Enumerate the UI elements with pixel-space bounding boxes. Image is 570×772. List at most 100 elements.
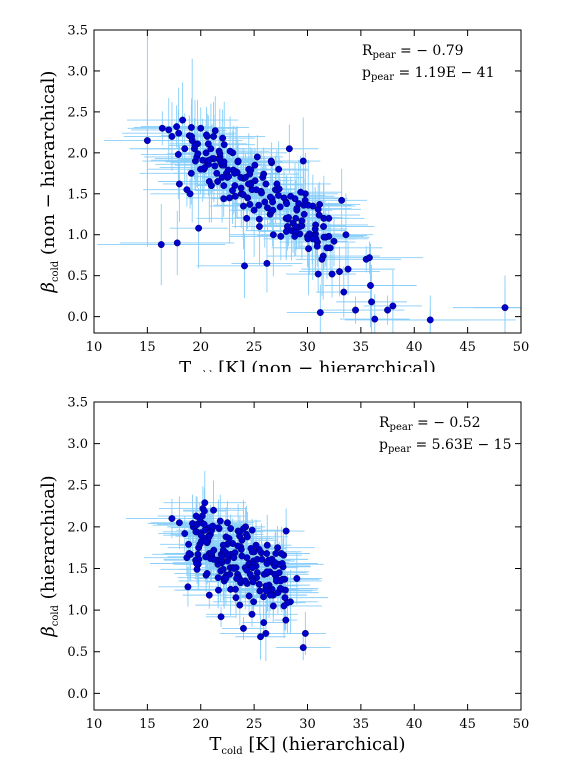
x-tick-label: 45: [459, 717, 476, 732]
data-point: [315, 211, 323, 219]
data-point: [248, 526, 256, 534]
data-point: [231, 585, 239, 593]
data-point: [318, 255, 326, 263]
y-tick-label: 1.0: [67, 228, 88, 243]
data-point: [232, 594, 240, 602]
data-point: [185, 540, 193, 548]
data-point: [197, 531, 205, 539]
data-point: [208, 550, 216, 557]
data-point: [192, 512, 200, 520]
data-point: [293, 575, 301, 582]
data-point: [220, 182, 228, 190]
data-point: [371, 315, 379, 323]
data-point: [262, 180, 270, 188]
data-point: [234, 542, 242, 550]
data-point: [229, 187, 236, 194]
x-tick-label: 45: [459, 340, 476, 355]
data-point: [255, 580, 263, 588]
data-point: [214, 178, 222, 185]
data-point: [185, 550, 193, 557]
x-tick-label: 30: [299, 340, 316, 355]
clip-mask: [0, 372, 94, 740]
data-point: [263, 568, 271, 576]
data-point: [225, 535, 233, 542]
data-point: [263, 550, 271, 557]
data-point: [227, 525, 235, 532]
data-point: [237, 184, 245, 192]
data-point: [246, 200, 254, 208]
pearson-r-annotation: Rpear = − 0.52: [379, 415, 481, 433]
data-point: [165, 126, 173, 134]
y-tick-label: 3.5: [67, 396, 88, 411]
x-tick-label: 30: [299, 717, 316, 732]
data-point: [215, 155, 223, 163]
data-point: [275, 569, 283, 577]
data-point: [256, 587, 264, 595]
data-point: [202, 538, 210, 546]
data-point: [226, 147, 234, 155]
data-point: [250, 206, 258, 214]
x-tick-label: 40: [406, 340, 423, 355]
data-point: [219, 565, 227, 573]
data-point: [181, 145, 189, 153]
data-point: [301, 629, 309, 637]
y-tick-label: 0.5: [67, 645, 88, 660]
data-point: [276, 203, 284, 211]
data-point: [203, 570, 211, 577]
data-point: [187, 124, 195, 131]
data-point: [231, 192, 239, 200]
data-point: [278, 560, 286, 567]
data-point: [236, 601, 244, 609]
data-point: [389, 302, 397, 310]
data-point: [367, 282, 374, 289]
data-point: [263, 541, 271, 549]
data-point: [173, 123, 181, 131]
x-tick-label: 50: [513, 340, 530, 355]
clip-mask: [521, 372, 570, 740]
data-point: [266, 591, 274, 599]
x-tick-label: 40: [406, 717, 423, 732]
data-point: [314, 270, 322, 278]
data-point: [175, 519, 183, 527]
data-point: [285, 214, 292, 221]
data-point: [245, 180, 252, 188]
data-point: [248, 610, 256, 618]
y-tick-label: 3.0: [67, 437, 88, 452]
data-point: [220, 141, 228, 149]
data-point: [174, 151, 182, 158]
data-point: [338, 196, 346, 204]
data-point: [205, 156, 213, 164]
data-point: [197, 124, 205, 132]
data-point: [316, 200, 324, 208]
data-point: [336, 268, 343, 276]
data-point: [247, 545, 255, 552]
data-point: [252, 541, 260, 549]
data-point: [209, 522, 217, 530]
data-point: [204, 140, 212, 148]
data-point: [263, 259, 271, 267]
x-tick-label: 50: [513, 717, 530, 732]
data-point: [269, 602, 277, 610]
data-point: [320, 214, 328, 222]
data-point: [280, 602, 288, 610]
data-point: [313, 242, 321, 250]
data-point: [207, 182, 215, 190]
data-point: [211, 127, 219, 135]
data-point: [251, 177, 259, 185]
data-point: [256, 223, 263, 230]
top-scatter-plot: 10 15 20 25 30 35 40 45 50 0.0 0.5 1.0 1.5 2.0 2.5 3.0 3…: [0, 0, 570, 381]
clip-mask: [94, 710, 521, 740]
data-point: [201, 526, 209, 534]
data-point: [240, 624, 247, 632]
data-point: [297, 188, 305, 196]
x-tick-label: 15: [139, 340, 156, 355]
data-point: [275, 191, 282, 199]
data-points: [143, 116, 509, 324]
pearson-p-annotation: ppear = 1.19E − 41: [362, 65, 495, 83]
x-ticks: 10 15 20 25 30 35 40 45 50: [86, 402, 530, 732]
data-point: [287, 192, 295, 200]
data-point: [168, 133, 176, 140]
data-point: [269, 231, 277, 239]
y-tick-label: 0.5: [67, 269, 88, 284]
data-point: [282, 527, 290, 535]
